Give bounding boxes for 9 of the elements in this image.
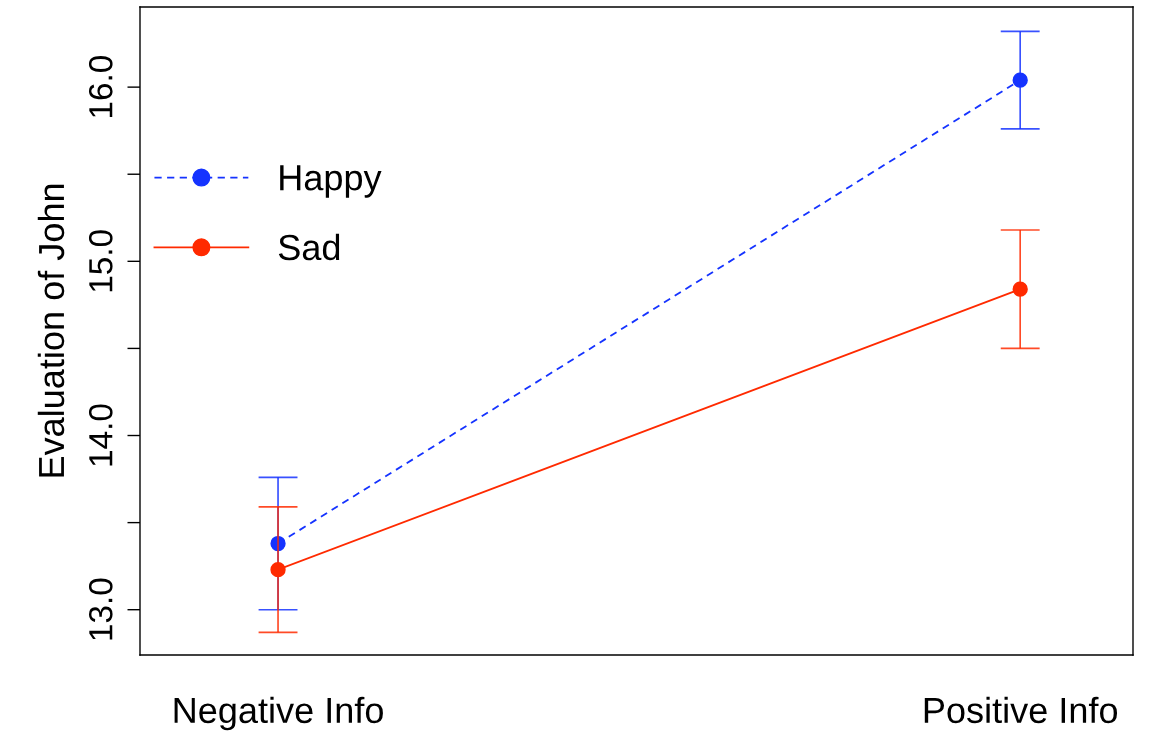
- legend-label: Sad: [278, 233, 340, 261]
- y-tick-label: 16.0: [88, 55, 113, 118]
- legend-label: Happy: [280, 165, 382, 198]
- y-axis-title: Evaluation of John: [37, 184, 65, 477]
- y-tick-label: 15.0: [88, 230, 113, 292]
- x-tick-label: Positive Info: [924, 696, 1118, 724]
- y-tick-label: 14.0: [88, 404, 113, 466]
- y-tick-label: 13.0: [88, 578, 113, 640]
- x-tick-label: Negative Info: [174, 696, 383, 731]
